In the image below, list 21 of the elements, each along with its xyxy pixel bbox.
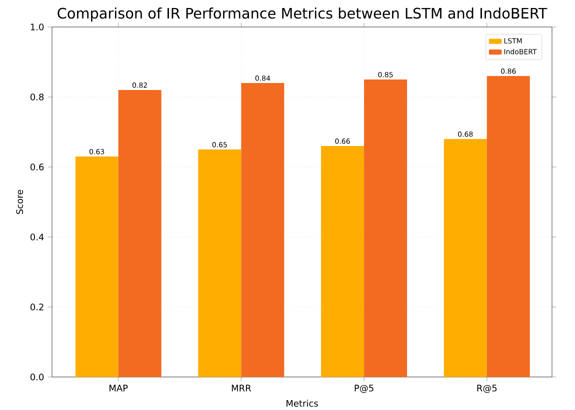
x-tick-label: MAP [110,384,128,392]
y-tick-label: 0.6 [30,164,44,170]
chart-title: Comparison of IR Performance Metrics between LSTM and IndoBERT [58,8,548,22]
bar [444,138,487,377]
bar [486,76,530,377]
y-axis-title: Score [16,190,24,214]
y-tick-label: 0.2 [30,304,44,310]
y-tick-label: 1.0 [30,24,44,30]
bar [118,90,162,377]
y-tick-label: 0.8 [30,94,44,100]
x-axis-title: Metrics [286,400,318,407]
y-tick-label: 0.0 [30,374,44,380]
bar [75,156,118,377]
bar [198,149,242,377]
x-tick-label: P@5 [354,384,374,393]
y-tick-label: 0.4 [30,234,44,240]
bar [321,146,364,377]
bar [364,79,408,377]
x-tick-label: R@5 [477,384,497,393]
bar [241,82,284,377]
x-tick-label: MRR [232,384,252,392]
